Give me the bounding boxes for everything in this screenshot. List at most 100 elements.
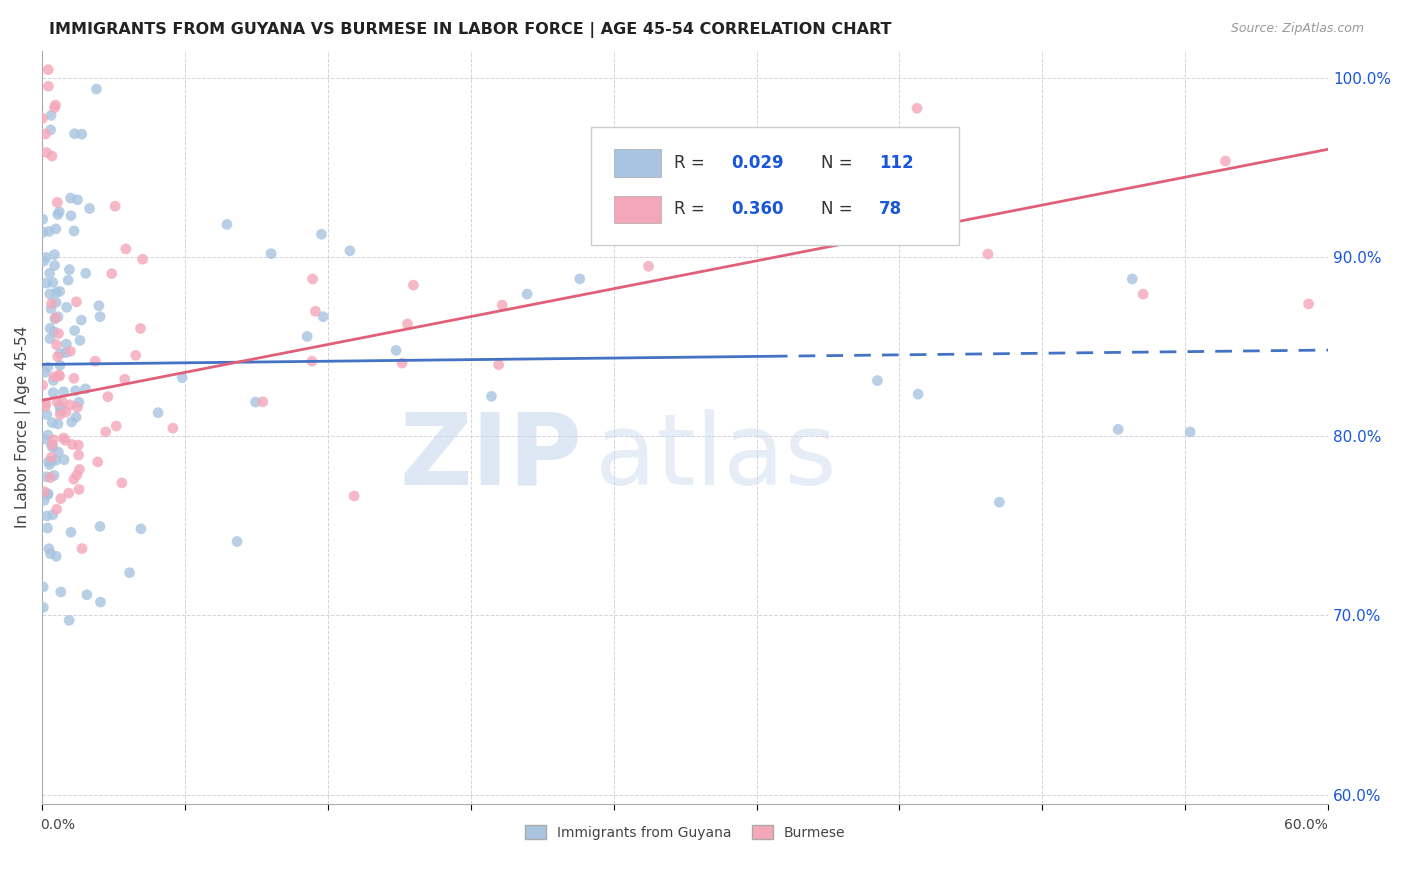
Point xyxy=(70,313,93,327)
Point xyxy=(65,384,87,398)
Point xyxy=(226,534,249,549)
Point xyxy=(49,585,72,599)
Point xyxy=(1180,425,1202,439)
Point xyxy=(37,486,59,500)
Point xyxy=(63,224,86,238)
Point xyxy=(637,260,659,274)
Point xyxy=(32,580,55,594)
Point xyxy=(260,246,283,260)
Point xyxy=(45,285,67,300)
Point xyxy=(172,370,194,384)
Text: R =: R = xyxy=(673,154,710,172)
Point xyxy=(37,521,59,535)
Point xyxy=(41,438,63,452)
Point xyxy=(111,475,134,490)
Point xyxy=(35,508,58,523)
Point xyxy=(1107,422,1129,436)
Point xyxy=(46,350,69,364)
Point xyxy=(42,374,65,388)
Point xyxy=(44,101,66,115)
Text: 0.360: 0.360 xyxy=(731,201,785,219)
Point xyxy=(45,310,67,325)
Point xyxy=(41,438,63,452)
Point xyxy=(35,145,58,160)
Point xyxy=(97,390,120,404)
Point xyxy=(52,395,75,409)
Point xyxy=(44,311,66,326)
Point xyxy=(89,519,111,533)
Point xyxy=(75,266,97,280)
Point xyxy=(46,207,69,221)
Point xyxy=(53,452,76,467)
Point xyxy=(42,325,65,339)
Point xyxy=(905,101,928,115)
Point xyxy=(568,272,591,286)
Text: 60.0%: 60.0% xyxy=(1284,818,1329,832)
Point xyxy=(67,395,90,409)
Point xyxy=(34,493,56,508)
Point xyxy=(35,470,58,484)
Point xyxy=(39,547,62,561)
Point xyxy=(1132,287,1154,301)
Point xyxy=(46,310,69,324)
Text: 0.0%: 0.0% xyxy=(39,818,75,832)
Point xyxy=(41,440,63,454)
Point xyxy=(129,321,152,335)
Point xyxy=(46,195,69,210)
Point xyxy=(1298,297,1320,311)
Point xyxy=(118,566,141,580)
Point xyxy=(339,244,361,258)
Point xyxy=(55,405,77,419)
Point xyxy=(37,428,59,442)
Point xyxy=(41,149,63,163)
Point xyxy=(65,410,87,425)
Point xyxy=(37,360,59,375)
Point xyxy=(45,295,67,310)
Point xyxy=(252,394,274,409)
Point xyxy=(304,304,326,318)
Point xyxy=(38,224,60,238)
Point xyxy=(39,301,62,316)
Point xyxy=(988,495,1011,509)
FancyBboxPatch shape xyxy=(614,150,661,177)
Point xyxy=(66,468,89,483)
Point xyxy=(66,401,89,415)
Point xyxy=(41,296,63,310)
Point xyxy=(343,489,366,503)
Point xyxy=(391,356,413,370)
Text: 112: 112 xyxy=(879,154,914,172)
Point xyxy=(31,212,53,227)
Point xyxy=(114,372,136,386)
Text: Source: ZipAtlas.com: Source: ZipAtlas.com xyxy=(1230,22,1364,36)
Point xyxy=(37,79,59,94)
Point xyxy=(39,123,62,137)
Point xyxy=(38,455,60,469)
Point xyxy=(104,199,127,213)
Point xyxy=(52,384,75,399)
Point xyxy=(63,324,86,338)
Point xyxy=(42,508,65,522)
Point xyxy=(94,425,117,439)
Point xyxy=(79,202,101,216)
Point xyxy=(44,98,66,112)
Point xyxy=(977,247,1000,261)
Point xyxy=(39,108,62,122)
Point xyxy=(1215,154,1237,169)
Point xyxy=(41,450,63,465)
Point xyxy=(41,416,63,430)
Point xyxy=(56,273,79,287)
Point xyxy=(37,62,59,77)
Point xyxy=(312,310,335,324)
Point xyxy=(49,404,72,418)
Point xyxy=(100,267,122,281)
Point xyxy=(35,396,58,410)
Point xyxy=(32,600,55,615)
Point xyxy=(114,242,136,256)
Point xyxy=(49,346,72,360)
Point xyxy=(42,433,65,447)
Point xyxy=(41,454,63,468)
Point xyxy=(53,434,76,448)
Point xyxy=(49,358,72,372)
Point xyxy=(105,419,128,434)
Point xyxy=(42,276,65,290)
